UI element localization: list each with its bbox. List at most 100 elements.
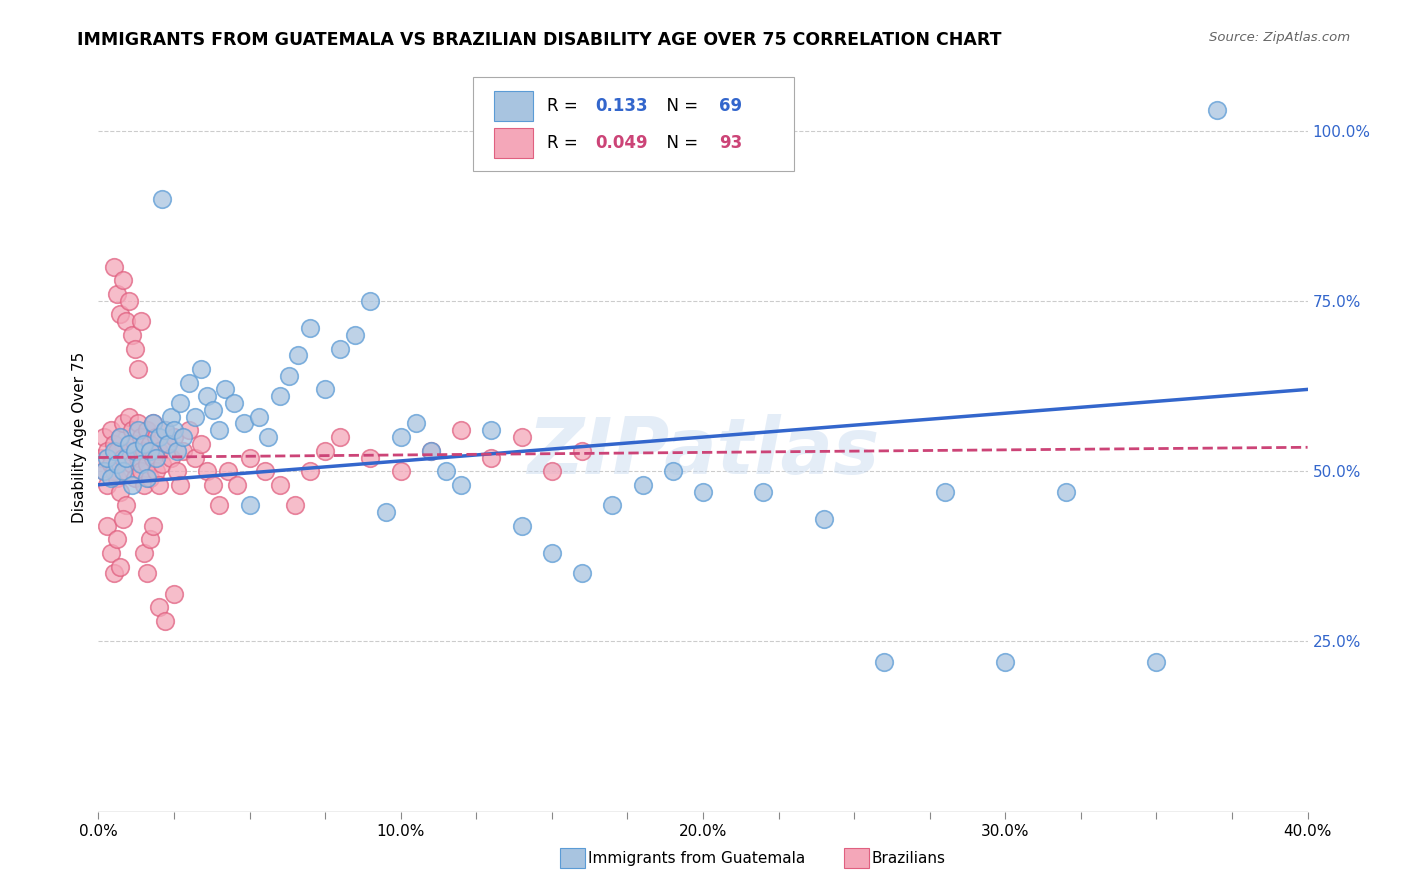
Point (129, 430, 152, 444)
Point (111, 464, 134, 478)
Point (540, 464, 562, 478)
Point (108, 430, 131, 444)
Point (111, 273, 134, 287)
Point (287, 348, 309, 362)
Point (253, 464, 276, 478)
Point (510, 518, 533, 533)
Point (172, 430, 194, 444)
Point (111, 417, 134, 431)
Point (139, 533, 162, 547)
Point (160, 450, 183, 465)
Point (602, 498, 624, 512)
Point (329, 430, 352, 444)
Point (166, 443, 188, 458)
Point (118, 293, 141, 308)
Point (124, 471, 146, 485)
Point (142, 450, 165, 465)
Point (129, 314, 152, 328)
Point (135, 458, 157, 472)
Point (103, 464, 125, 478)
Point (129, 464, 152, 478)
Point (299, 321, 322, 335)
Point (111, 512, 134, 526)
Point (169, 396, 191, 410)
Point (96, 518, 118, 533)
Point (510, 430, 533, 444)
Point (96, 450, 118, 465)
Point (1206, 103, 1229, 117)
Point (224, 396, 246, 410)
Text: Source: ZipAtlas.com: Source: ZipAtlas.com (1209, 31, 1350, 45)
Point (752, 484, 775, 499)
Point (93, 464, 115, 478)
Point (166, 464, 188, 478)
Point (135, 471, 157, 485)
Point (195, 389, 218, 403)
Text: 0.049: 0.049 (595, 135, 648, 153)
Text: Immigrants from Guatemala: Immigrants from Guatemala (588, 851, 806, 865)
Point (1054, 484, 1077, 499)
Point (118, 443, 141, 458)
Point (132, 443, 155, 458)
Point (111, 450, 134, 465)
Point (108, 559, 131, 574)
Point (148, 443, 170, 458)
Point (169, 477, 191, 491)
Point (100, 423, 122, 437)
Point (631, 477, 654, 491)
Text: R =: R = (547, 97, 583, 115)
Point (145, 450, 167, 465)
Point (103, 443, 125, 458)
Point (132, 477, 155, 491)
Point (153, 614, 176, 628)
Point (284, 498, 307, 512)
Point (360, 293, 382, 308)
Point (405, 417, 427, 431)
Point (127, 450, 149, 465)
Point (195, 464, 218, 478)
Point (269, 477, 291, 491)
Point (139, 443, 162, 458)
Point (156, 437, 179, 451)
Point (100, 471, 122, 485)
Point (105, 443, 128, 458)
Point (217, 464, 239, 478)
Point (135, 423, 157, 437)
Point (114, 498, 136, 512)
Point (314, 383, 336, 397)
Point (299, 464, 322, 478)
Point (148, 477, 170, 491)
Text: N =: N = (655, 97, 703, 115)
Point (150, 458, 173, 472)
Point (124, 342, 146, 356)
Point (226, 477, 249, 491)
Point (314, 443, 336, 458)
Point (142, 518, 165, 533)
Point (163, 430, 186, 444)
Point (96, 443, 118, 458)
Point (420, 443, 443, 458)
Point (934, 484, 956, 499)
Point (163, 587, 186, 601)
Point (481, 450, 503, 465)
Point (277, 368, 299, 383)
Point (202, 402, 225, 417)
Point (692, 484, 714, 499)
Text: N =: N = (655, 135, 703, 153)
Point (108, 308, 131, 322)
Point (160, 409, 183, 424)
Point (108, 430, 131, 444)
Text: 0.133: 0.133 (595, 97, 648, 115)
Point (93, 430, 115, 444)
Point (93, 464, 115, 478)
Text: R =: R = (547, 135, 583, 153)
Point (121, 477, 143, 491)
Point (105, 471, 128, 485)
FancyBboxPatch shape (494, 91, 533, 121)
Point (389, 464, 412, 478)
Point (142, 417, 165, 431)
Point (103, 260, 125, 274)
Text: Brazilians: Brazilians (872, 851, 946, 865)
Point (239, 450, 262, 465)
Point (153, 423, 176, 437)
